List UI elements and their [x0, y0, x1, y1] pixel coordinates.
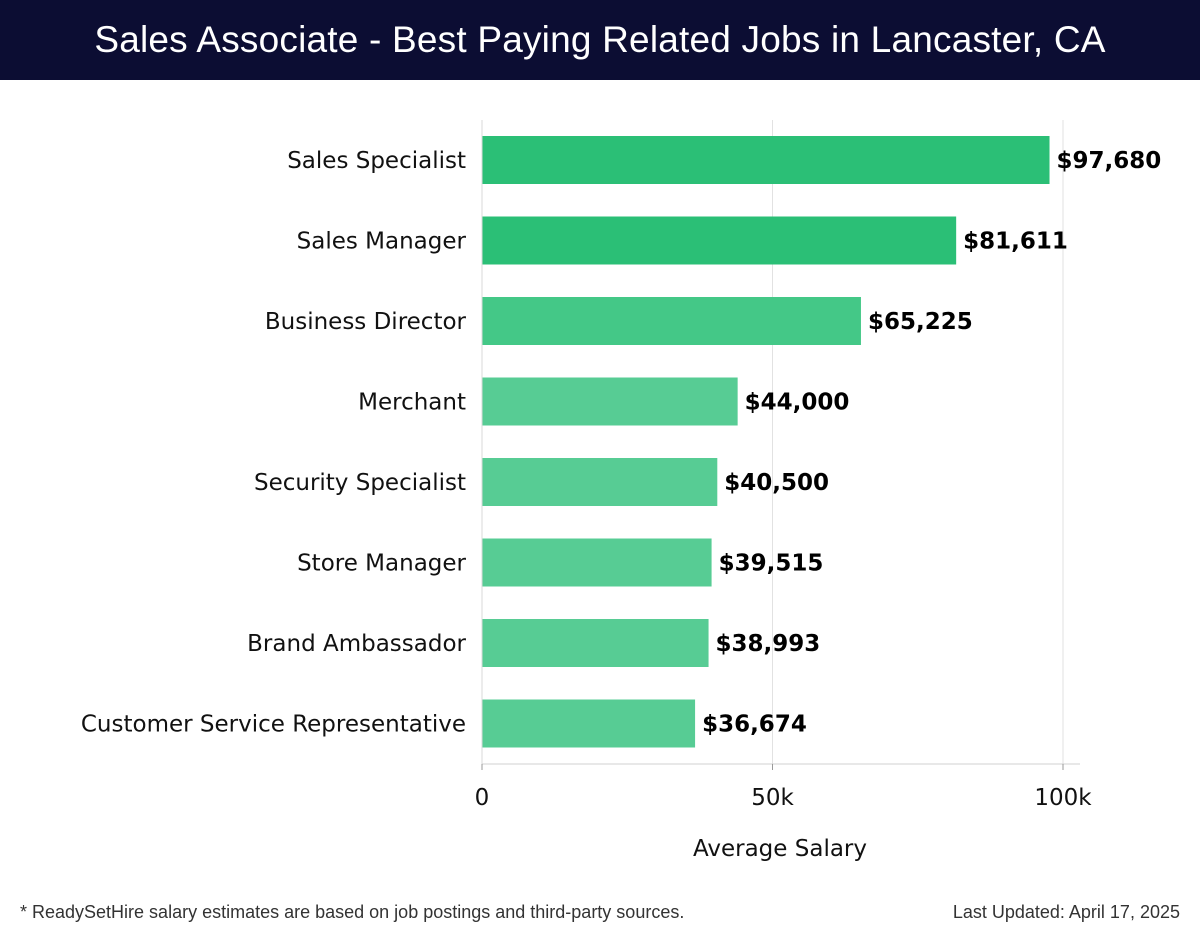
x-tick-label-0: 0	[475, 785, 490, 811]
category-label-7: Customer Service Representative	[81, 712, 466, 738]
bars	[482, 136, 1050, 748]
category-labels: Sales Specialist Sales Manager Business Di…	[81, 148, 467, 738]
x-axis-title: Average Salary	[693, 836, 867, 862]
bar-6	[482, 619, 709, 667]
category-label-5: Store Manager	[297, 551, 466, 577]
category-label-6: Brand Ambassador	[247, 631, 466, 657]
value-label-5: $39,515	[719, 551, 824, 577]
value-label-3: $44,000	[745, 390, 850, 416]
last-updated: Last Updated: April 17, 2025	[952, 902, 1180, 922]
bar-1	[482, 216, 957, 265]
title-bar: Sales Associate - Best Paying Related Jo…	[0, 0, 1200, 80]
value-label-0: $97,680	[1057, 148, 1162, 174]
bar-7	[482, 699, 696, 748]
bar-4	[482, 458, 718, 506]
value-label-7: $36,674	[702, 712, 807, 738]
bar-5	[482, 538, 712, 587]
chart-title: Sales Associate - Best Paying Related Jo…	[94, 19, 1106, 60]
x-tick-label-1: 50k	[751, 785, 794, 811]
value-label-2: $65,225	[868, 309, 973, 335]
footnote: * ReadySetHire salary estimates are base…	[20, 902, 685, 922]
category-label-0: Sales Specialist	[287, 148, 466, 174]
category-label-4: Security Specialist	[254, 470, 466, 496]
value-labels: $97,680 $81,611 $65,225 $44,000 $40,500 $39,5…	[702, 148, 1161, 738]
salary-bar-chart: Sales Specialist Sales Manager Business Di…	[81, 120, 1161, 862]
value-label-1: $81,611	[963, 229, 1068, 255]
category-label-2: Business Director	[265, 309, 467, 335]
x-tick-label-2: 100k	[1034, 785, 1092, 811]
bar-0	[482, 136, 1050, 184]
x-axis: 0 50k 100k	[475, 120, 1092, 811]
category-label-1: Sales Manager	[297, 229, 467, 255]
bar-2	[482, 297, 861, 345]
category-label-3: Merchant	[358, 390, 466, 416]
bar-3	[482, 377, 738, 426]
value-label-4: $40,500	[724, 470, 829, 496]
value-label-6: $38,993	[716, 631, 821, 657]
